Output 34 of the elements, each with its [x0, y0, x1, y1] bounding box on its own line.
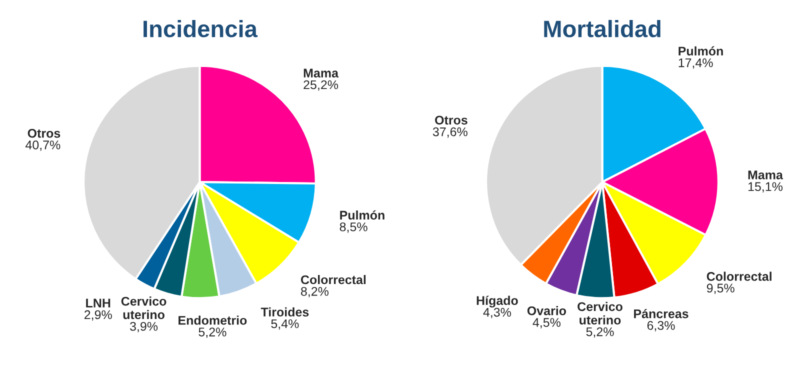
slice-label: Hígado	[476, 296, 518, 308]
slice-label: LNH	[86, 298, 110, 308]
slice-label: Otros	[28, 128, 60, 138]
data-label: 25,2%	[304, 80, 338, 91]
data-label: 9,5%	[706, 284, 734, 294]
data-label: 37,6%	[432, 127, 468, 138]
data-label: 8,5%	[340, 222, 368, 233]
data-label: 4,5%	[532, 318, 560, 328]
slice-label: Endometrio	[178, 316, 247, 325]
data-label: 2,9%	[84, 310, 112, 321]
slice-label: Otros	[435, 116, 468, 125]
slice-label: Tiroides	[260, 307, 309, 317]
slice-label: Ovario	[527, 306, 566, 316]
data-label: 6,3%	[647, 321, 675, 332]
slice-label: Pulmón	[678, 46, 723, 56]
data-label: 40,7%	[25, 140, 60, 151]
slice-label: Pulmón	[340, 210, 384, 220]
data-label: 5,4%	[271, 319, 299, 330]
slice-label: Colorrectal	[300, 275, 366, 284]
slice-label: Mama	[748, 170, 784, 180]
data-label: 5,2%	[198, 328, 226, 338]
slice-label: Mama	[304, 68, 339, 78]
slice-label: Cervico uterino	[121, 296, 166, 320]
slice-label: Páncreas	[634, 308, 688, 318]
data-label: 3,9%	[130, 322, 158, 332]
data-label: 15,1%	[748, 182, 783, 192]
data-label: 4,3%	[483, 308, 511, 318]
slice-label: Cervico uterino	[578, 302, 622, 325]
data-label: 5,2%	[586, 327, 614, 338]
chart-title: Incidencia	[144, 20, 258, 38]
data-label: 17,4%	[678, 58, 713, 69]
chart-title: Mortalidad	[544, 20, 660, 38]
data-label: 8,2%	[300, 286, 328, 298]
slice-label: Colorrectal	[706, 272, 772, 281]
